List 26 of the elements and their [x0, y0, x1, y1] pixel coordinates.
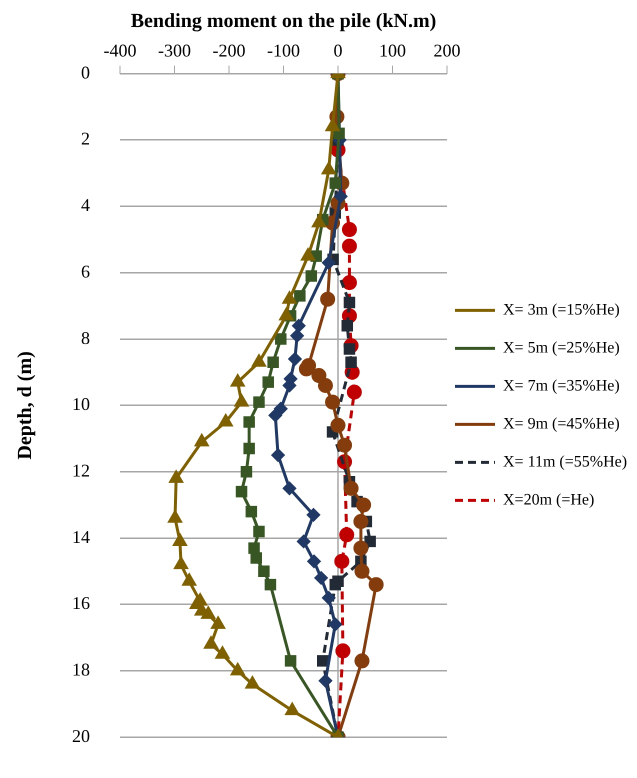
y-tick-label: 6 [81, 261, 90, 282]
y-tick-label: 20 [72, 726, 90, 746]
x-tick-label: -300 [158, 40, 191, 61]
legend-label: X=20m (=He) [503, 492, 594, 509]
y-tick-label: 14 [72, 526, 90, 547]
chart-title: Bending moment on the pile (kN.m) [130, 10, 436, 32]
y-tick-label: 10 [72, 394, 90, 414]
x-tick-label: 0 [334, 40, 342, 61]
legend-label: X= 9m (=45%He) [503, 416, 620, 433]
legend-label: X= 5m (=25%He) [503, 340, 620, 357]
x-tick-label: -100 [267, 40, 300, 61]
y-tick-label: 8 [81, 328, 90, 348]
legend-label: X= 11m (=55%He) [503, 454, 628, 471]
x-tick-label: -200 [212, 40, 246, 61]
legend-label: X= 3m (=15%He) [503, 302, 620, 319]
x-tick-label: -400 [104, 40, 136, 61]
y-tick-label: 2 [81, 128, 90, 149]
y-tick-label: 0 [81, 62, 90, 82]
y-tick-label: 16 [72, 593, 90, 614]
x-tick-label: 200 [434, 40, 460, 61]
y-tick-label: 18 [72, 660, 90, 680]
y-tick-label: 4 [81, 195, 90, 216]
y-axis-title: Depth, d (m) [14, 351, 36, 460]
x-tick-label: 100 [379, 40, 406, 61]
legend-label: X= 7m (=35%He) [503, 378, 620, 395]
y-tick-label: 12 [72, 460, 90, 480]
